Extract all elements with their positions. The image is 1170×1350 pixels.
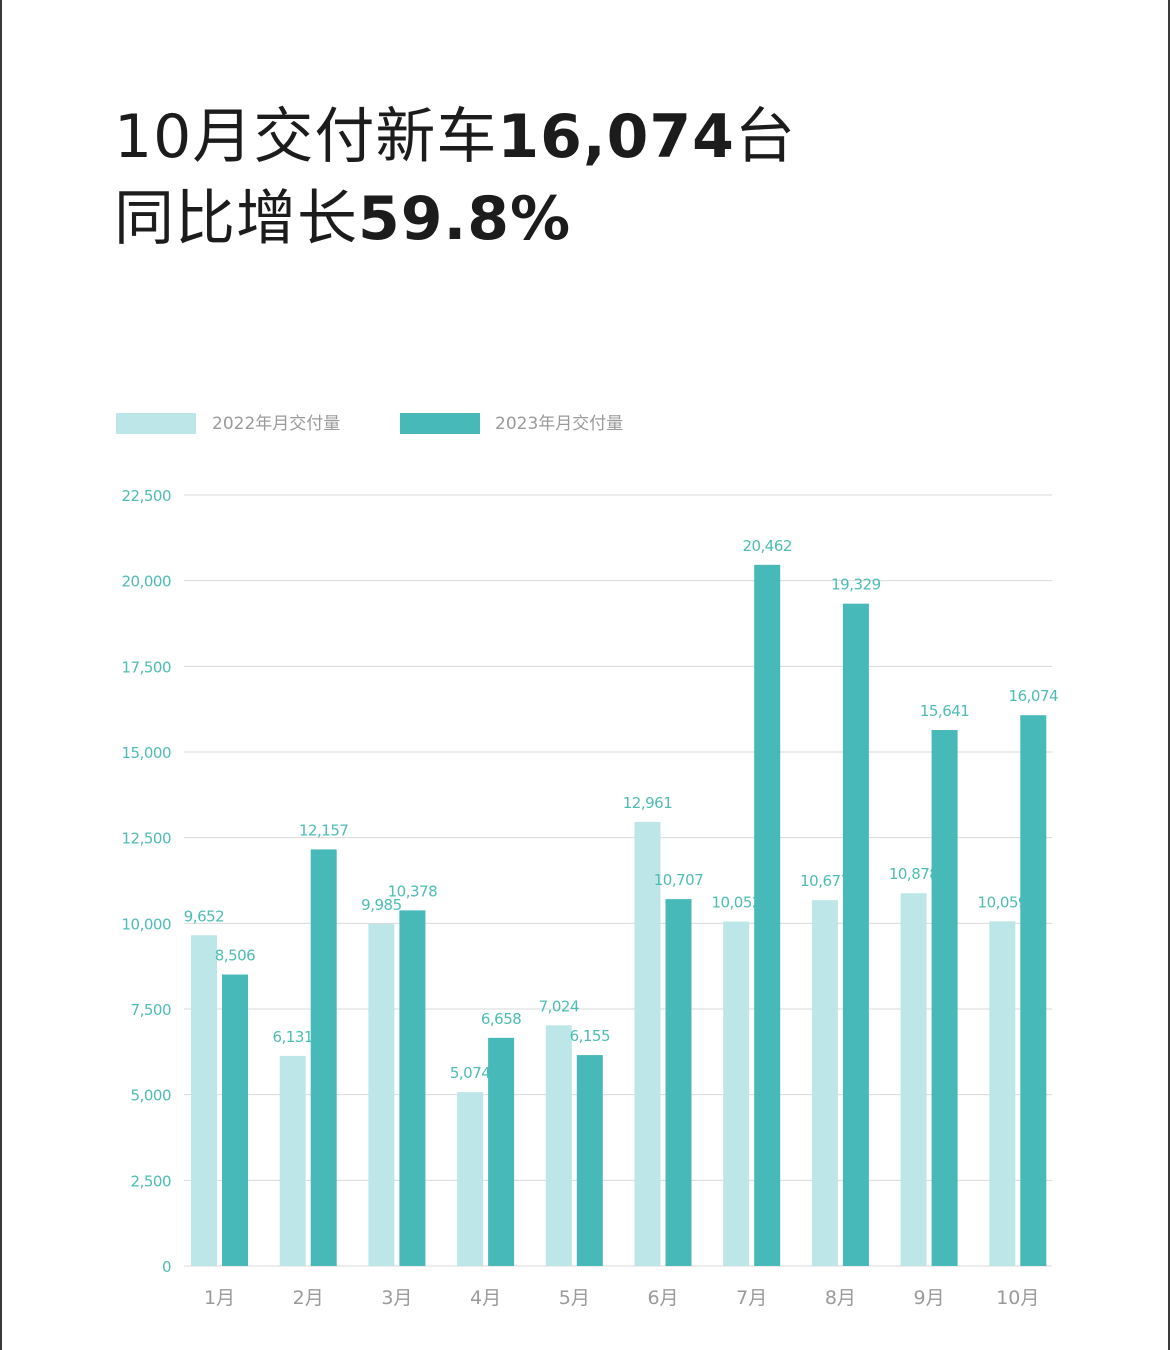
bar-2022 (723, 921, 750, 1266)
x-tick-label: 8月 (825, 1287, 856, 1309)
bar-2022 (900, 893, 927, 1266)
data-label: 10,059 (978, 893, 1028, 911)
data-label: 10,677 (800, 872, 850, 890)
legend-label-2022: 2022年月交付量 (212, 414, 341, 434)
bar-2023 (1020, 715, 1047, 1266)
data-label: 8,506 (215, 947, 255, 965)
data-label: 12,157 (299, 821, 349, 839)
bar-2022 (368, 923, 395, 1266)
bar-2023 (576, 1055, 603, 1266)
y-tick-label: 17,500 (122, 658, 172, 676)
headline-unit: 台 (734, 102, 796, 172)
x-tick-label: 2月 (293, 1287, 324, 1309)
legend-label-2023: 2023年月交付量 (495, 414, 624, 434)
data-label: 6,155 (570, 1027, 610, 1045)
x-tick-label: 6月 (647, 1287, 678, 1309)
bar-2022 (457, 1092, 484, 1266)
bar-2023 (842, 603, 869, 1266)
data-label: 7,024 (539, 997, 579, 1015)
bar-2022 (279, 1055, 306, 1266)
bar-2023 (931, 730, 958, 1266)
y-tick-label: 2,500 (131, 1172, 171, 1190)
data-label: 12,961 (623, 794, 673, 812)
data-label: 10,707 (654, 871, 704, 889)
data-label: 16,074 (1009, 687, 1059, 705)
y-tick-label: 0 (162, 1258, 171, 1276)
bar-2022 (989, 921, 1016, 1266)
bar-2023 (222, 974, 248, 1266)
y-tick-label: 10,000 (122, 915, 172, 933)
data-label: 20,462 (742, 537, 792, 555)
frame-border-right (1168, 0, 1170, 1350)
bar-2022 (811, 900, 838, 1266)
y-tick-label: 12,500 (122, 830, 172, 848)
bar-2022 (191, 935, 217, 1266)
data-label: 6,131 (272, 1028, 312, 1046)
legend-swatch-2023 (400, 413, 480, 434)
data-label: 9,985 (361, 896, 401, 914)
data-label: 10,052 (711, 894, 761, 912)
bar-2023 (665, 899, 692, 1266)
bar-2023 (754, 564, 781, 1266)
x-tick-label: 7月 (736, 1287, 767, 1309)
y-tick-label: 22,500 (122, 487, 172, 505)
data-label: 5,074 (450, 1064, 490, 1082)
y-tick-label: 5,000 (131, 1087, 171, 1105)
bar-2022 (545, 1025, 572, 1266)
x-tick-label: 4月 (470, 1287, 501, 1309)
frame-border-left (0, 0, 2, 1350)
x-tick-label: 10月 (996, 1287, 1039, 1309)
headline-line-1: 10月交付新车16,074台 (114, 96, 796, 178)
bar-chart: 0 2,500 5,000 7,500 10,000 12,500 15,000 17,500… (122, 487, 1059, 1309)
data-label: 10,378 (388, 882, 438, 900)
growth-prefix: 同比增长 (114, 184, 358, 254)
x-tick-label: 5月 (559, 1287, 590, 1309)
bar-2023 (488, 1037, 515, 1266)
legend-swatch-2022 (116, 413, 196, 434)
x-tick-label: 3月 (381, 1287, 412, 1309)
bar-2023 (399, 910, 426, 1266)
y-tick-label: 15,000 (122, 744, 172, 762)
data-label: 9,652 (184, 907, 224, 925)
data-label: 19,329 (831, 576, 881, 594)
headline-line-2: 同比增长59.8% (114, 178, 796, 260)
delivery-count: 16,074 (497, 102, 735, 172)
data-label: 10,878 (889, 865, 939, 883)
y-tick-label: 7,500 (131, 1001, 171, 1019)
x-tick-label: 9月 (914, 1287, 945, 1309)
bar-2022 (634, 821, 661, 1266)
data-label: 15,641 (920, 702, 970, 720)
x-tick-label: 1月 (204, 1287, 235, 1309)
bar-2023 (310, 849, 337, 1266)
headline-prefix: 10月交付新车 (114, 102, 498, 172)
headline: 10月交付新车16,074台 同比增长59.8% (114, 96, 796, 260)
growth-rate: 59.8% (358, 184, 572, 254)
y-tick-label: 20,000 (122, 573, 172, 591)
data-label: 6,658 (481, 1010, 521, 1028)
